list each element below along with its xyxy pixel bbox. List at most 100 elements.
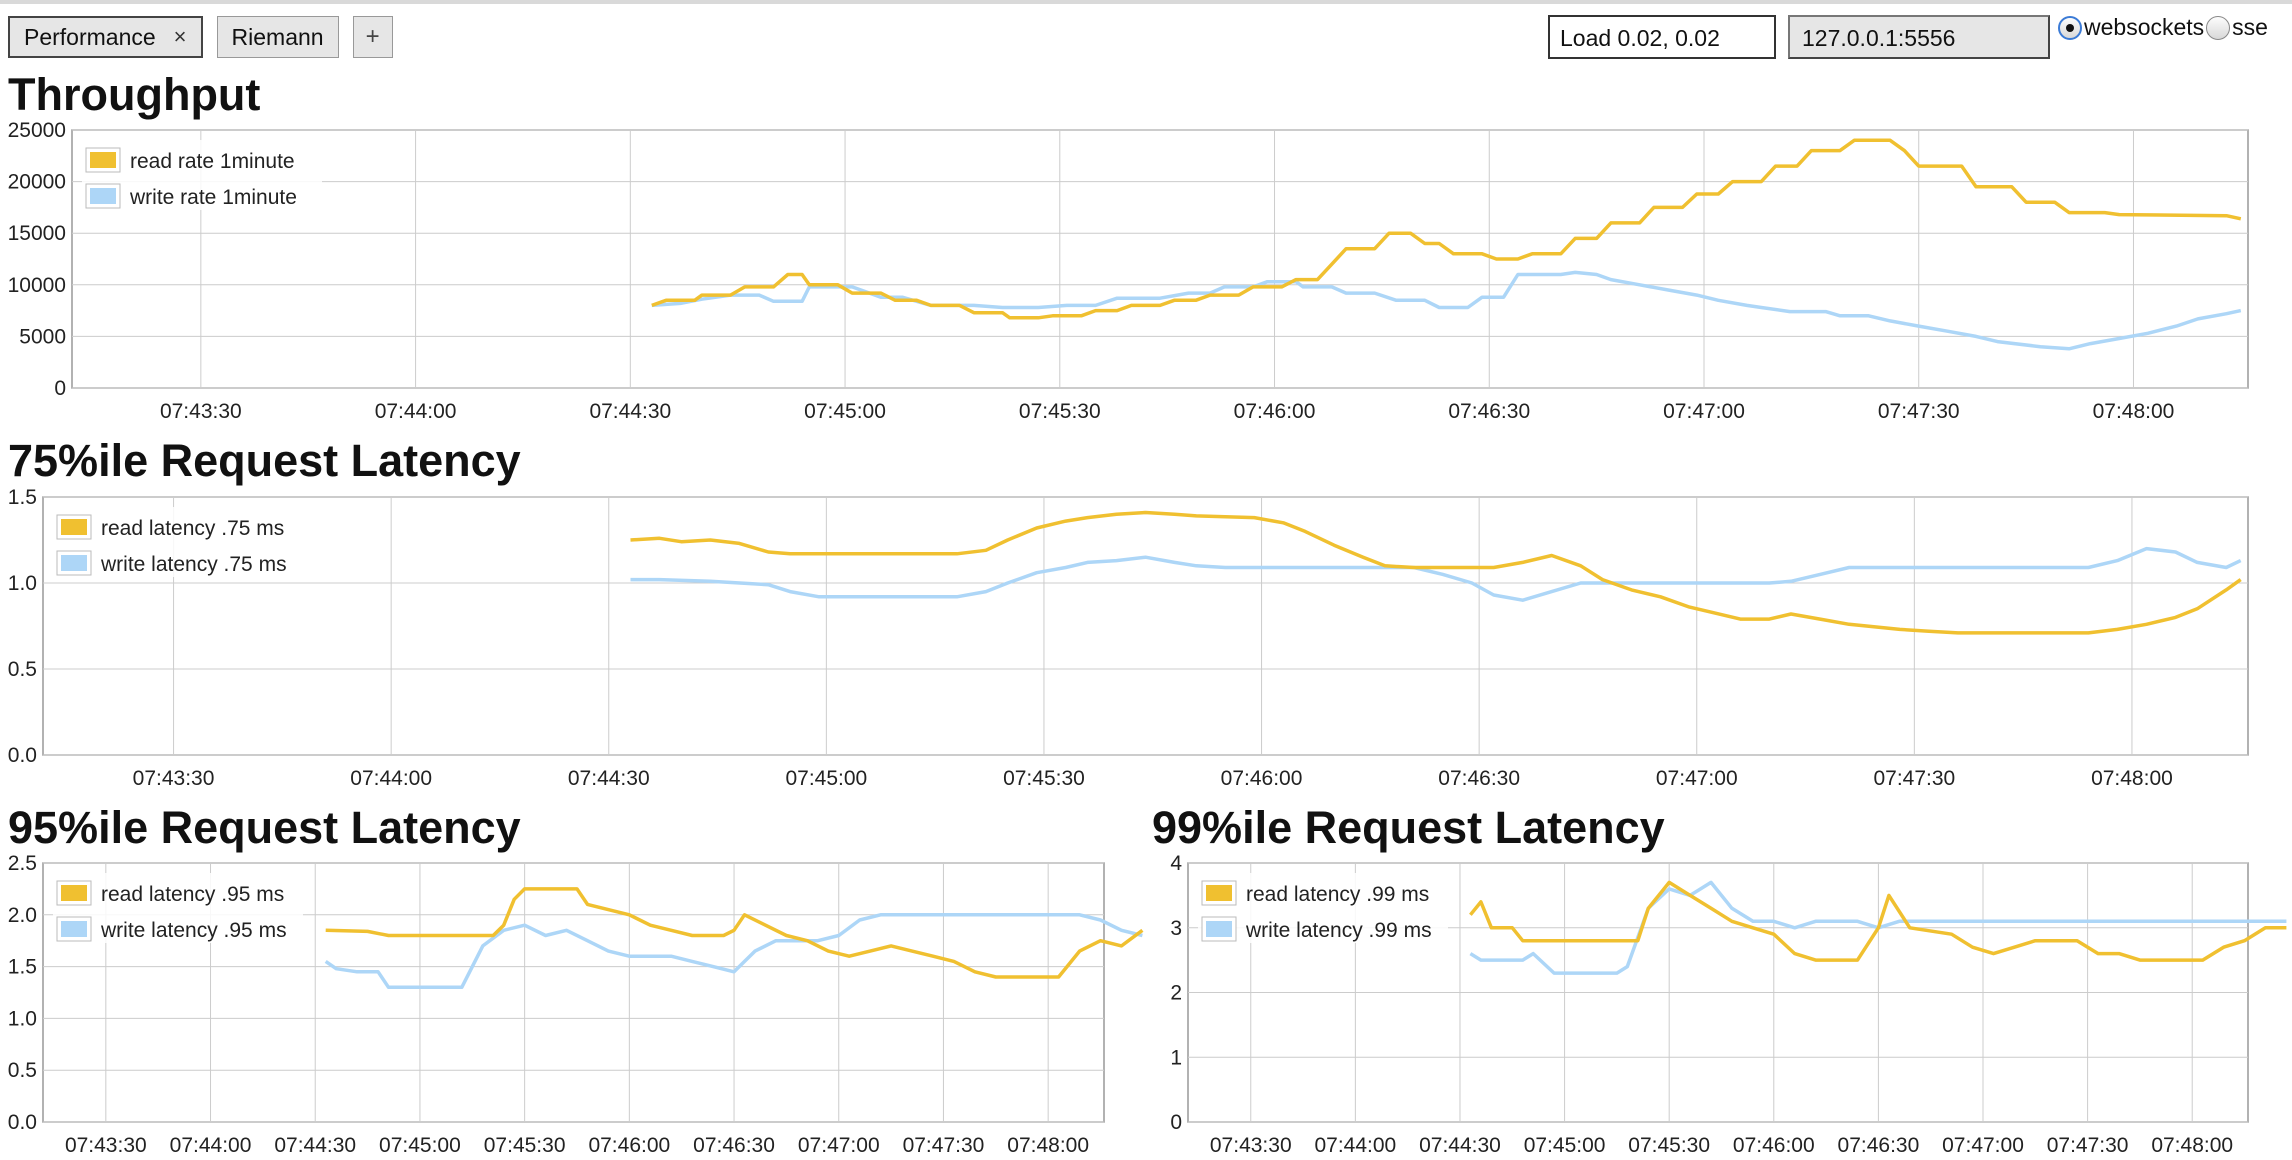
read-series-line [1469, 880, 2287, 962]
x-tick-label: 07:46:30 [1448, 400, 1530, 423]
x-tick-label: 07:45:30 [1019, 400, 1101, 423]
x-tick-label: 07:43:30 [1210, 1134, 1292, 1157]
y-tick-label: 1.5 [8, 956, 37, 979]
x-tick-label: 07:46:30 [693, 1134, 775, 1157]
legend-swatch [1206, 885, 1232, 901]
write-series-line [1469, 880, 2287, 975]
legend-box [53, 873, 303, 943]
x-tick-label: 07:47:00 [1656, 767, 1738, 790]
x-tick-label: 07:47:30 [903, 1134, 985, 1157]
x-tick-label: 07:44:00 [350, 767, 432, 790]
y-tick-label: 0 [54, 377, 66, 400]
x-tick-label: 07:48:00 [2091, 767, 2173, 790]
legend-swatch [61, 519, 87, 535]
x-tick-label: 07:46:30 [1838, 1134, 1920, 1157]
y-tick-label: 0.5 [8, 1059, 37, 1082]
x-tick-label: 07:45:00 [804, 400, 886, 423]
y-tick-label: 2 [1170, 982, 1182, 1005]
x-tick-label: 07:43:30 [65, 1134, 147, 1157]
legend-box [53, 507, 303, 577]
chart-1: 0.0 0.5 1.0 1.5 07:43:30 07:44:00 07:44:30 07:4… [8, 486, 2249, 790]
tab-label: Riemann [231, 23, 324, 50]
y-tick-label: 0.0 [8, 1111, 37, 1134]
tab-performance[interactable]: Performance × [8, 16, 203, 58]
legend-swatch [1206, 921, 1232, 937]
write-series-line [324, 913, 1143, 990]
x-tick-label: 07:44:00 [1314, 1134, 1396, 1157]
read-series-line [651, 138, 2242, 320]
load-indicator: Load 0.02, 0.02 [1548, 15, 1776, 59]
x-tick-label: 07:46:00 [1733, 1134, 1815, 1157]
legend-swatch [61, 555, 87, 571]
x-tick-label: 07:43:30 [133, 767, 215, 790]
server-address-input[interactable]: 127.0.0.1:5556 [1788, 15, 2050, 59]
x-tick-label: 07:44:00 [375, 400, 457, 423]
x-tick-label: 07:44:30 [568, 767, 650, 790]
legend-box [82, 140, 322, 210]
x-tick-label: 07:45:30 [1628, 1134, 1710, 1157]
x-tick-label: 07:45:30 [484, 1134, 566, 1157]
read-series-line [630, 510, 2242, 635]
x-tick-label: 07:44:00 [170, 1134, 252, 1157]
x-tick-label: 07:45:00 [1524, 1134, 1606, 1157]
x-tick-label: 07:47:00 [798, 1134, 880, 1157]
tab-riemann[interactable]: Riemann [216, 16, 339, 58]
x-tick-label: 07:46:00 [1221, 767, 1303, 790]
dashboard-tabs: Performance × Riemann + [8, 16, 393, 58]
legend-label: read latency .75 ms [101, 517, 284, 540]
x-tick-label: 07:44:30 [1419, 1134, 1501, 1157]
legend-swatch [61, 921, 87, 937]
y-tick-label: 1 [1170, 1046, 1182, 1069]
y-tick-label: 20000 [8, 171, 66, 194]
read-series-line [325, 887, 1144, 979]
plot-area [42, 496, 2249, 756]
x-tick-label: 07:46:30 [1438, 767, 1520, 790]
x-tick-label: 07:47:00 [1942, 1134, 2024, 1157]
x-tick-label: 07:48:00 [1007, 1134, 1089, 1157]
x-tick-label: 07:48:00 [2093, 400, 2175, 423]
legend-label: write rate 1minute [129, 186, 297, 209]
y-tick-label: 0.5 [8, 658, 37, 681]
chart-0: 0 5000 10000 15000 20000 25000 07:43:30 07:44:0… [8, 119, 2249, 423]
x-tick-label: 07:45:00 [785, 767, 867, 790]
legend-label: write latency .75 ms [100, 553, 287, 576]
legend-label: write latency .95 ms [100, 919, 287, 942]
y-tick-label: 1.0 [8, 1007, 37, 1030]
chart-2: 0.0 0.5 1.0 1.5 2.0 2.5 07:43:30 07:44:00 07:44:… [8, 852, 1144, 1157]
transport-selector: websockets sse [2058, 14, 2270, 41]
legend-label: read latency .99 ms [1246, 883, 1429, 906]
y-tick-label: 2.0 [8, 904, 37, 927]
legend-swatch [61, 885, 87, 901]
y-tick-label: 10000 [8, 274, 66, 297]
legend-label: read latency .95 ms [101, 883, 284, 906]
legend-label: read rate 1minute [130, 150, 295, 173]
x-tick-label: 07:45:00 [379, 1134, 461, 1157]
y-tick-label: 15000 [8, 222, 66, 245]
plot-area [71, 129, 2249, 389]
sse-radio[interactable] [2206, 15, 2231, 40]
latency-99-title: 99%ile Request Latency [1152, 802, 1665, 853]
y-tick-label: 0 [1170, 1111, 1182, 1134]
websockets-radio[interactable] [2058, 15, 2082, 40]
y-tick-label: 0.0 [8, 744, 37, 767]
close-icon[interactable]: × [173, 24, 187, 49]
y-tick-label: 5000 [19, 325, 66, 348]
x-tick-label: 07:44:30 [589, 400, 671, 423]
tab-label: Performance [24, 23, 156, 50]
x-tick-label: 07:47:30 [2047, 1134, 2129, 1157]
legend-label: write latency .99 ms [1245, 919, 1432, 942]
chart-3: 0 1 2 3 4 07:43:30 07:44:00 07:44:30 07:45:00 07:… [1170, 852, 2287, 1157]
legend-box [1198, 873, 1448, 943]
x-tick-label: 07:46:00 [1234, 400, 1316, 423]
y-tick-label: 1.0 [8, 572, 37, 595]
throughput-title: Throughput [8, 69, 261, 120]
legend-swatch [90, 152, 116, 168]
add-tab-button[interactable]: + [352, 16, 393, 58]
window-top-border [0, 0, 2292, 4]
y-tick-label: 25000 [8, 119, 66, 142]
y-tick-label: 2.5 [8, 852, 37, 875]
x-tick-label: 07:48:00 [2151, 1134, 2233, 1157]
y-tick-label: 3 [1170, 917, 1182, 940]
x-tick-label: 07:46:00 [588, 1134, 670, 1157]
